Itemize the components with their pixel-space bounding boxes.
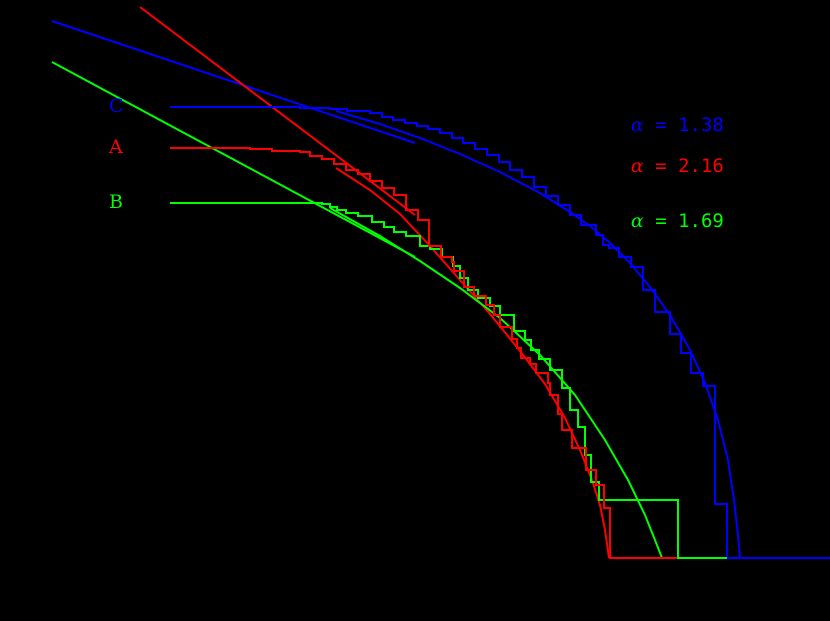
- power-law-line-b: [51, 61, 416, 258]
- equals-sign: =: [655, 210, 667, 232]
- step-curve-a: [170, 147, 677, 559]
- series-label-a: A: [109, 136, 123, 158]
- alpha-symbol: α: [630, 114, 644, 136]
- alpha-annotation-c: α = 1.38: [608, 97, 724, 135]
- alpha-value-b: 1.69: [678, 210, 724, 232]
- alpha-symbol: α: [630, 210, 644, 232]
- equals-sign: =: [655, 114, 667, 136]
- alpha-annotation-a: α = 2.16: [608, 138, 724, 176]
- alpha-annotation-b: α = 1.69: [608, 193, 724, 231]
- equals-sign: =: [655, 155, 667, 177]
- step-curve-c: [170, 106, 830, 559]
- power-law-line-c: [51, 20, 416, 144]
- alpha-value-a: 2.16: [678, 155, 724, 177]
- step-curve-b: [170, 202, 727, 559]
- fit-curve-b: [329, 207, 663, 559]
- alpha-value-c: 1.38: [678, 114, 724, 136]
- alpha-symbol: α: [630, 155, 644, 177]
- series-label-c: C: [109, 95, 124, 117]
- series-label-b: B: [109, 191, 123, 213]
